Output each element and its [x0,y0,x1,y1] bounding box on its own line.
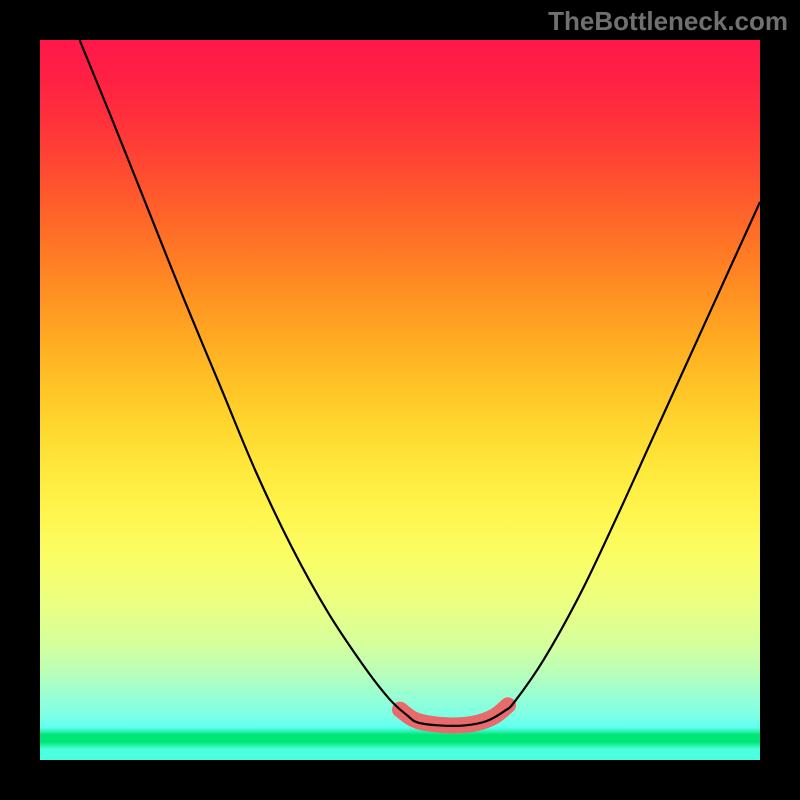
watermark-text: TheBottleneck.com [548,6,788,37]
bottleneck-curve [80,40,760,726]
curve-layer [0,0,800,800]
chart-frame: TheBottleneck.com [0,0,800,800]
